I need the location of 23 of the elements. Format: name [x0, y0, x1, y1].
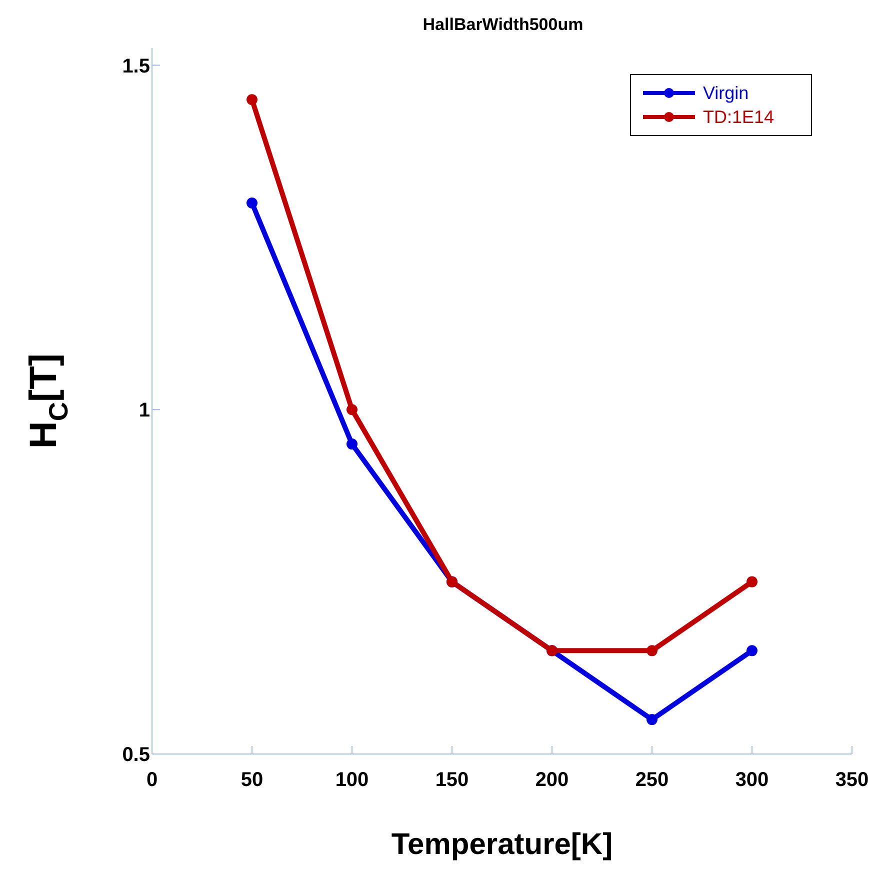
x-tick-label: 250 [635, 769, 669, 792]
point [246, 94, 258, 106]
point [746, 576, 758, 588]
x-tick-label: 150 [435, 769, 469, 792]
legend-label: TD:1E14 [703, 106, 774, 128]
point [346, 404, 358, 416]
x-tick-label: 50 [240, 769, 264, 792]
point [646, 645, 658, 656]
point [646, 714, 658, 726]
x-tick-label: 0 [146, 769, 158, 792]
y-tick-label: 0.5 [122, 744, 150, 766]
x-tick-label: 100 [335, 769, 369, 792]
y-tick-label: 1.5 [122, 55, 150, 78]
point [346, 438, 358, 450]
x-tick-label: 200 [535, 769, 569, 792]
x-tick-label: 350 [835, 769, 869, 792]
point [246, 197, 258, 208]
point [746, 645, 758, 656]
y-tick-label: 1 [138, 400, 150, 422]
x-tick-label: 300 [735, 769, 769, 792]
legend-label: Virgin [703, 82, 749, 104]
chart-title: HallBarWidth500um [422, 15, 584, 34]
x-axis-title: Temperature[K] [391, 828, 613, 861]
